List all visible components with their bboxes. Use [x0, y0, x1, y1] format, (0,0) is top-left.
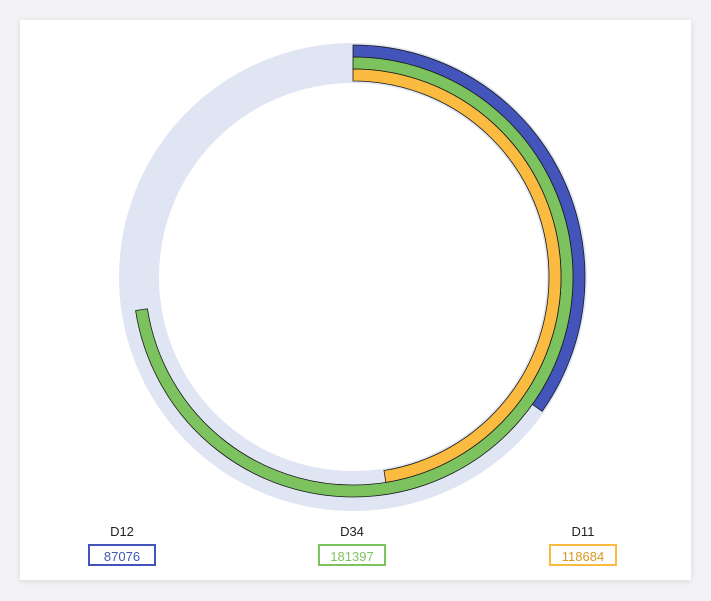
legend-value-box: 118684: [549, 544, 617, 566]
radial-bar-chart: [119, 43, 587, 511]
legend-value-box: 181397: [318, 544, 386, 566]
legend-label: D34: [340, 524, 364, 539]
chart-card: D12 87076 D34 181397 D11 118684: [20, 20, 691, 580]
bar-group: [135, 44, 586, 498]
legend-item-d34: D34 181397: [292, 524, 412, 566]
legend-item-d12: D12 87076: [62, 524, 182, 566]
legend-label: D12: [110, 524, 134, 539]
legend-item-d11: D11 118684: [523, 524, 643, 566]
legend-value-box: 87076: [88, 544, 156, 566]
radial-bar-d11: [352, 68, 562, 483]
legend-label: D11: [571, 524, 595, 539]
